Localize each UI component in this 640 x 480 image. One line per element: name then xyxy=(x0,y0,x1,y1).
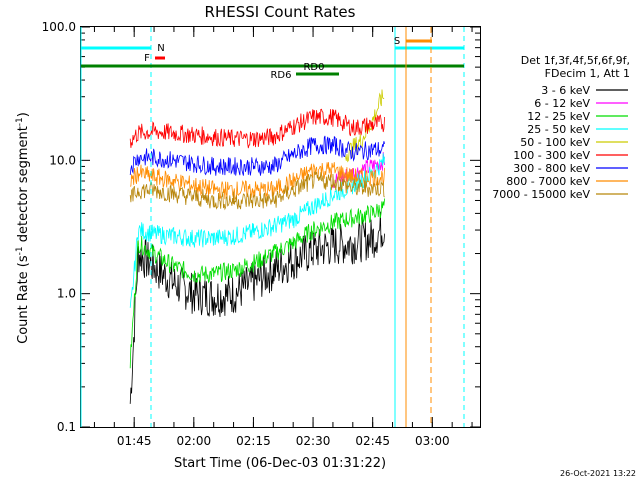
legend-label: 3 - 6 keV xyxy=(541,84,590,97)
flags-layer: NF RD0 RD6 S xyxy=(80,27,465,427)
x-tick-label: 02:00 xyxy=(177,434,212,448)
y-tick-label: 10.0 xyxy=(49,153,76,167)
y-label-part2: detector segment xyxy=(16,126,31,246)
series-line xyxy=(129,171,385,211)
y-tick-label: 1.0 xyxy=(57,287,76,301)
legend-label: 6 - 12 keV xyxy=(534,97,590,110)
legend-header-2: FDecim 1, Att 1 xyxy=(545,67,630,80)
x-axis: 01:45 02:00 02:15 02:30 02:45 03:00 xyxy=(93,27,473,448)
y-label-sup1: -1 xyxy=(15,246,25,255)
legend-label: 300 - 800 keV xyxy=(513,162,590,175)
legend-label: 100 - 300 keV xyxy=(513,149,590,162)
night-label: N xyxy=(157,43,164,54)
y-tick-label: 0.1 xyxy=(57,420,76,434)
x-tick-label: 02:45 xyxy=(355,434,390,448)
x-tick-label: 01:45 xyxy=(117,434,152,448)
rd0-label: RD0 xyxy=(303,62,324,73)
x-axis-label: Start Time (06-Dec-03 01:31:22) xyxy=(174,456,386,471)
series-line xyxy=(130,162,385,201)
legend-label: 800 - 7000 keV xyxy=(506,175,590,188)
series-line xyxy=(129,108,385,149)
legend-header-1: Det 1f,3f,4f,5f,6f,9f, xyxy=(521,54,630,67)
y-label-part3: ) xyxy=(16,112,31,117)
series-layer xyxy=(129,89,385,404)
y-tick-label: 100.0 xyxy=(42,20,76,34)
x-tick-label: 02:15 xyxy=(236,434,271,448)
series-line xyxy=(129,153,385,308)
legend-label: 7000 - 15000 keV xyxy=(492,188,590,201)
x-tick-label: 02:30 xyxy=(296,434,331,448)
legend-label: 50 - 100 keV xyxy=(520,136,590,149)
flare-label: F xyxy=(144,53,150,64)
rd6-label: RD6 xyxy=(270,70,291,81)
legend-label: 12 - 25 keV xyxy=(527,110,590,123)
x-tick-label: 03:00 xyxy=(415,434,450,448)
legend-label: 25 - 50 keV xyxy=(527,123,590,136)
legend: Det 1f,3f,4f,5f,6f,9f, FDecim 1, Att 1 3… xyxy=(492,54,630,201)
series-line xyxy=(129,198,385,369)
timestamp: 26-Oct-2021 13:22 xyxy=(560,469,636,478)
y-label-sup2: -1 xyxy=(15,117,25,126)
chart-title: RHESSI Count Rates xyxy=(205,3,356,21)
series-line xyxy=(129,211,385,404)
series-line xyxy=(344,89,385,163)
series-line xyxy=(129,135,385,176)
y-axis: 0.1 1.0 10.0 100.0 xyxy=(42,20,480,434)
saa-label: S xyxy=(394,36,400,47)
y-axis-label: Count Rate (s-1 detector segment-1) xyxy=(15,112,31,344)
y-label-part1: Count Rate (s xyxy=(16,255,31,344)
plot-frame xyxy=(80,26,481,428)
